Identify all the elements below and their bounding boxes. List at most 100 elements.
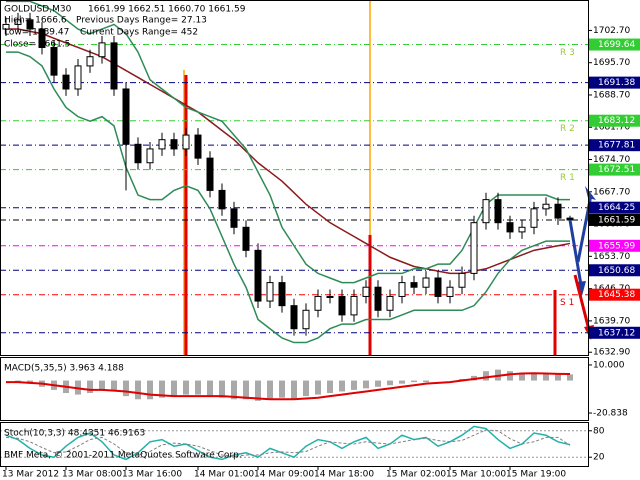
pivot-label: S 1 (560, 298, 574, 308)
histogram-bar (567, 374, 573, 381)
candle-body (518, 226, 526, 233)
histogram-bar (375, 380, 381, 387)
histogram-bar (219, 380, 225, 398)
macd-frame (0, 357, 589, 421)
histogram-bar (243, 380, 249, 400)
candle-body (62, 74, 70, 90)
histogram-bar (543, 374, 549, 381)
histogram-bar (267, 380, 273, 400)
y-tick-label: 1653.70 (593, 252, 630, 262)
histogram-bar (147, 380, 153, 400)
ohlc-text: 1661.99 1662.51 1660.70 1661.59 (88, 5, 246, 15)
candle-body (374, 286, 382, 311)
candle-body (38, 28, 46, 48)
separators (183, 0, 557, 355)
y-tick-label: -20.838 (593, 409, 628, 419)
price-label-box (589, 264, 640, 277)
histogram-bar (315, 380, 321, 395)
histogram-bar (519, 372, 525, 381)
candle-body (326, 295, 334, 298)
price-label: 1650.68 (598, 266, 635, 276)
copyright: BMF Meta, © 2001-2011 MetaQuotes Softwar… (4, 451, 242, 461)
price-label-box (589, 288, 640, 301)
histogram-bar (123, 380, 129, 397)
candle-body (182, 134, 190, 150)
price-label: 1672.51 (598, 165, 635, 175)
histogram-bar (135, 380, 141, 400)
annotation: High= 1666.6 (4, 16, 67, 26)
histogram-bar (255, 380, 261, 401)
candle-body (494, 199, 502, 224)
indicator-title: MACD(5,35,5) 3.963 4.188 (4, 364, 124, 374)
histogram-bar (399, 380, 405, 384)
histogram-bar (507, 371, 513, 381)
y-tick-label: 1674.70 (593, 155, 630, 165)
x-tick-label: 14 Mar 01:00 (194, 470, 254, 480)
y-tick-label: 1702.70 (593, 26, 630, 36)
candle-body (254, 249, 262, 302)
histogram-bar (99, 380, 105, 390)
histogram-bar (411, 380, 417, 383)
price-label: 1691.38 (598, 78, 635, 88)
price-label: 1683.12 (598, 116, 635, 126)
candle-body (506, 222, 514, 233)
candle-body (26, 19, 34, 30)
candle-body (350, 295, 358, 316)
price-label-box (589, 38, 640, 51)
candle-body (170, 139, 178, 150)
price-label: 1661.59 (598, 215, 635, 225)
candle-body (302, 309, 310, 330)
arrow-head (585, 186, 596, 200)
arrow (573, 274, 591, 331)
price-label-box (589, 201, 640, 214)
candle-body (446, 286, 454, 297)
annotation: Close= 1661.5 (4, 40, 70, 50)
x-tick-label: 13 Mar 08:00 (62, 470, 122, 480)
x-tick-label: 15 Mar 19:00 (506, 470, 566, 480)
histogram-bar (159, 380, 165, 398)
y-tick-label: 1667.70 (593, 187, 630, 197)
candle-body (386, 295, 394, 311)
histogram-bar (339, 380, 345, 392)
pivot-label: R 2 (560, 124, 575, 134)
price-label-box (589, 163, 640, 176)
candle-body (542, 203, 550, 210)
x-tick-label: 15 Mar 10:00 (446, 470, 506, 480)
histogram-bar (231, 380, 237, 400)
price-label: 1655.99 (598, 241, 635, 251)
candle-body (554, 203, 562, 219)
y-tick-label: 80 (593, 426, 605, 436)
candle-body (434, 277, 442, 297)
candle-body (218, 189, 226, 210)
chart-title: GOLDUSD,M30 (4, 5, 72, 15)
x-tick-label: 13 Mar 16:00 (122, 470, 182, 480)
candle-body (422, 277, 430, 288)
y-tick-label: 10.000 (593, 360, 625, 370)
stoch-frame (0, 422, 589, 467)
price-label-box (589, 114, 640, 127)
main-frame (0, 0, 589, 356)
candle-body (206, 157, 214, 191)
histogram-bar (195, 380, 201, 395)
candle-body (266, 282, 274, 302)
histogram-bar (291, 380, 297, 400)
x-tick-label: 14 Mar 09:00 (254, 470, 314, 480)
candle-body (530, 208, 538, 228)
arrow (568, 219, 583, 286)
indicator-line (5, 429, 571, 457)
candle-body (278, 282, 286, 307)
histogram-bar (303, 380, 309, 397)
candle-body (74, 65, 82, 90)
histogram-bar (87, 380, 93, 394)
candle-body (14, 19, 22, 25)
annotation: Current Days Range= 452 (80, 28, 198, 38)
candle-body (86, 56, 94, 67)
histogram-bar (207, 380, 213, 397)
x-tick-label: 15 Mar 02:00 (386, 470, 446, 480)
histogram-bar (531, 372, 537, 381)
candle-body (470, 222, 478, 274)
histogram-bar (351, 380, 357, 390)
histogram-bar (555, 374, 561, 381)
